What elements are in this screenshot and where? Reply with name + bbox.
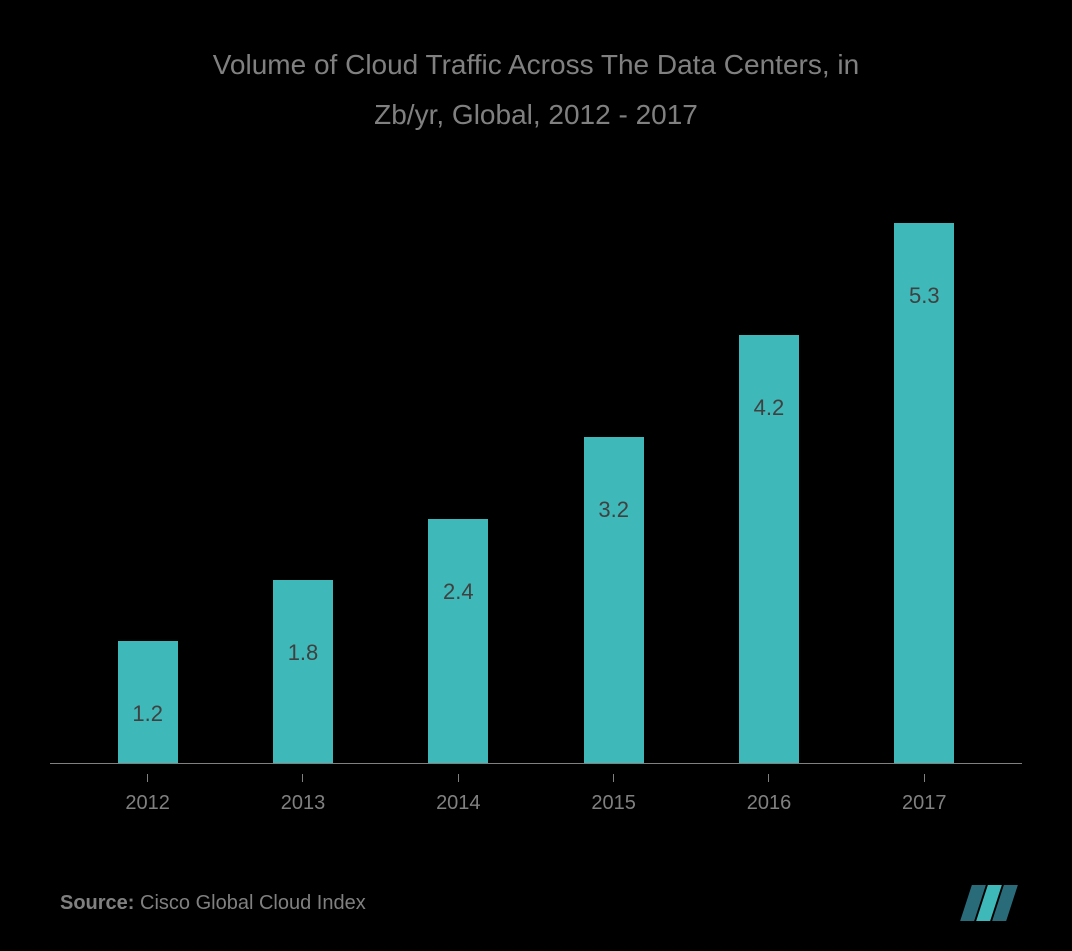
bar: 2.4: [428, 519, 488, 763]
bar-value-label: 1.2: [132, 701, 163, 727]
x-tick: 2012: [70, 774, 225, 815]
bar: 3.2: [584, 437, 644, 763]
bar-wrapper: 1.8: [225, 161, 380, 763]
x-tick-label: 2013: [281, 792, 326, 815]
x-tick-mark: [147, 774, 148, 782]
x-tick-mark: [924, 774, 925, 782]
brand-logo: [964, 885, 1012, 921]
x-tick-label: 2017: [902, 792, 947, 815]
title-line-1: Volume of Cloud Traffic Across The Data …: [213, 49, 859, 80]
x-tick: 2013: [225, 774, 380, 815]
bar-value-label: 4.2: [754, 395, 785, 421]
bar: 1.2: [118, 641, 178, 763]
plot-area: 1.2 1.8 2.4 3.2 4.2 5.3: [50, 161, 1022, 764]
x-tick-label: 2015: [591, 792, 636, 815]
x-tick-label: 2012: [125, 792, 170, 815]
source-value: Cisco Global Cloud Index: [134, 892, 365, 914]
chart-container: Volume of Cloud Traffic Across The Data …: [0, 0, 1072, 951]
x-tick-label: 2016: [747, 792, 792, 815]
bar-wrapper: 5.3: [847, 161, 1002, 763]
x-tick: 2015: [536, 774, 691, 815]
bar-wrapper: 3.2: [536, 161, 691, 763]
x-tick: 2014: [381, 774, 536, 815]
chart-title: Volume of Cloud Traffic Across The Data …: [50, 40, 1022, 141]
x-tick-mark: [458, 774, 459, 782]
x-tick: 2017: [847, 774, 1002, 815]
bar: 5.3: [894, 223, 954, 763]
bar-value-label: 3.2: [598, 497, 629, 523]
title-line-2: Zb/yr, Global, 2012 - 2017: [374, 99, 698, 130]
bar-wrapper: 4.2: [691, 161, 846, 763]
bar-value-label: 5.3: [909, 283, 940, 309]
x-tick-mark: [768, 774, 769, 782]
bar-wrapper: 2.4: [381, 161, 536, 763]
source-label: Source:: [60, 892, 134, 914]
source-text: Source: Cisco Global Cloud Index: [60, 892, 366, 915]
x-axis: 2012 2013 2014 2015 2016 2017: [50, 774, 1022, 815]
bar-value-label: 2.4: [443, 579, 474, 605]
bar-wrapper: 1.2: [70, 161, 225, 763]
source-row: Source: Cisco Global Cloud Index: [50, 885, 1022, 921]
bar: 1.8: [273, 580, 333, 763]
x-tick: 2016: [691, 774, 846, 815]
bar: 4.2: [739, 335, 799, 763]
bar-value-label: 1.8: [288, 640, 319, 666]
x-tick-mark: [613, 774, 614, 782]
x-tick-mark: [302, 774, 303, 782]
x-tick-label: 2014: [436, 792, 481, 815]
